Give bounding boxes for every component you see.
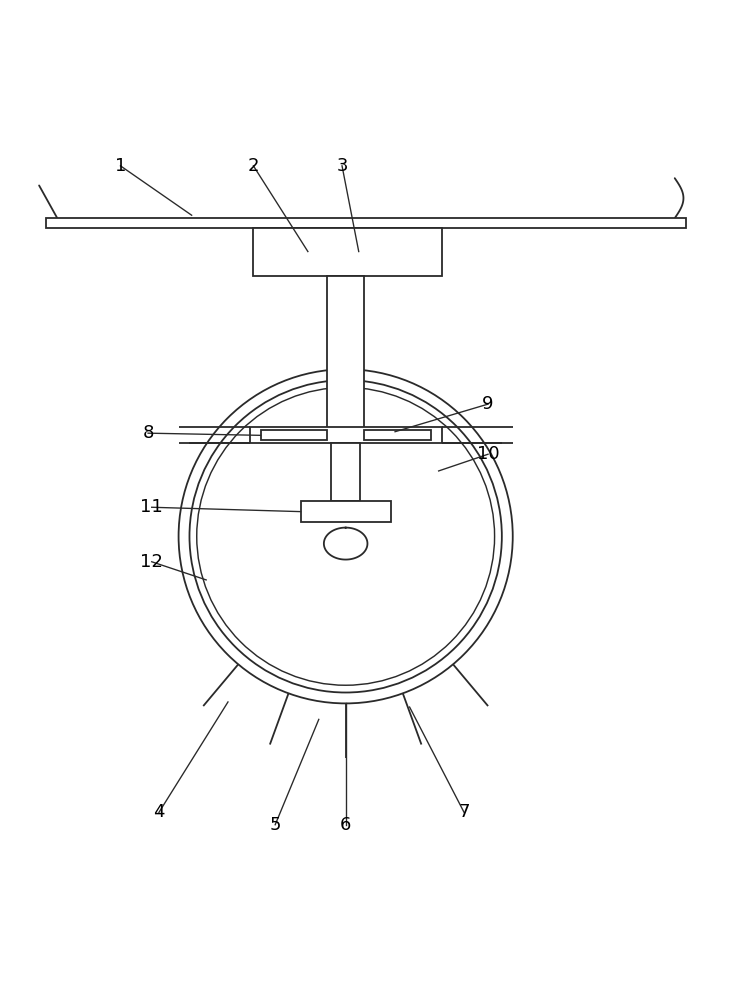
- Text: 2: 2: [247, 157, 259, 175]
- Text: 12: 12: [141, 553, 163, 571]
- Text: 7: 7: [458, 803, 470, 821]
- Polygon shape: [46, 218, 686, 228]
- Polygon shape: [261, 430, 327, 440]
- Polygon shape: [253, 228, 442, 276]
- Polygon shape: [250, 427, 441, 443]
- Text: 6: 6: [340, 816, 351, 834]
- Polygon shape: [327, 276, 364, 431]
- Polygon shape: [301, 501, 391, 522]
- Polygon shape: [331, 443, 360, 501]
- Polygon shape: [364, 430, 431, 440]
- Text: 1: 1: [115, 157, 126, 175]
- Text: 5: 5: [269, 816, 281, 834]
- Text: 9: 9: [482, 395, 494, 413]
- Text: 11: 11: [141, 498, 163, 516]
- Text: 4: 4: [153, 803, 165, 821]
- Text: 10: 10: [477, 445, 499, 463]
- Text: 8: 8: [143, 424, 154, 442]
- Text: 3: 3: [336, 157, 348, 175]
